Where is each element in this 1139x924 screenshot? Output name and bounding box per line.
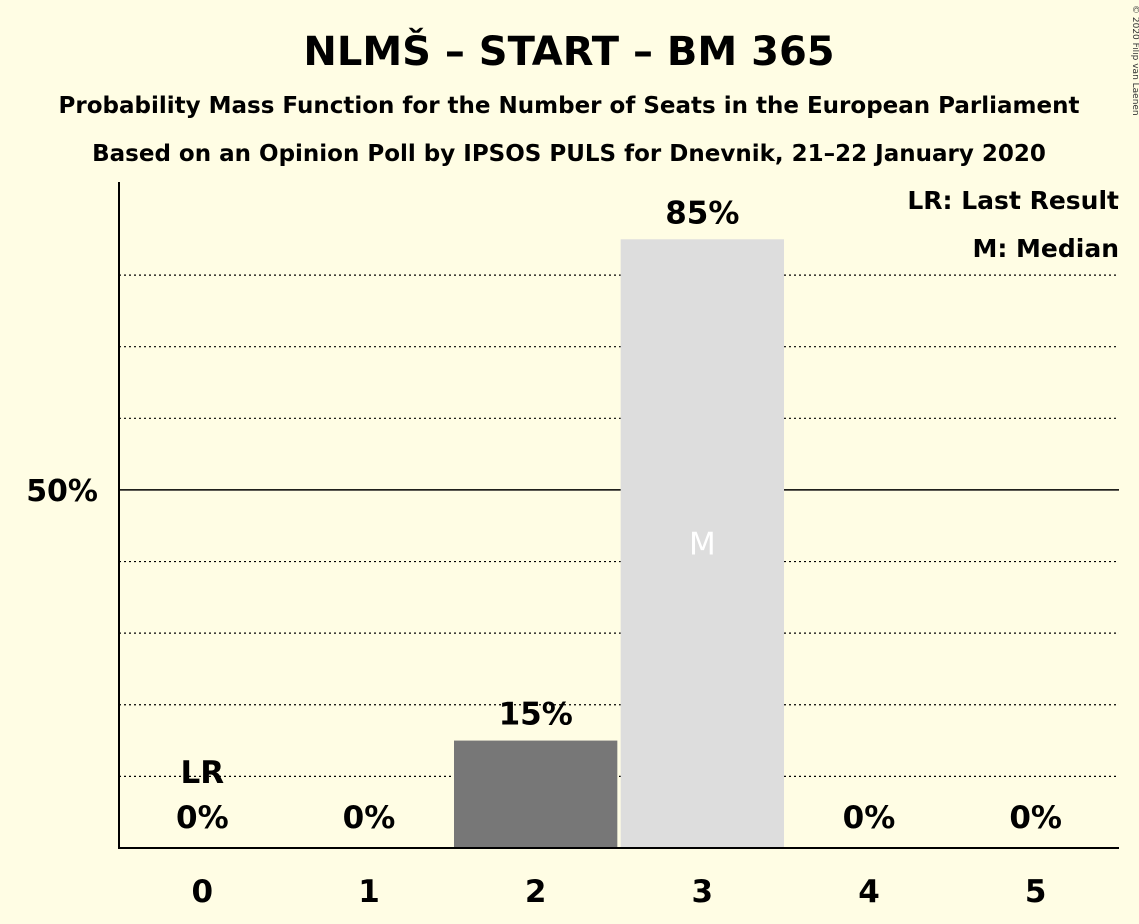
chart-subtitle: Probability Mass Function for the Number… [59,93,1080,119]
legend-median: M: Median [972,234,1119,263]
y-tick-label: 50% [26,474,98,509]
bar-value-label: 0% [1009,800,1062,836]
bars [454,239,784,848]
chart-title: NLMŠ – START – BM 365 [303,27,834,75]
bar-value-label: 0% [343,800,396,836]
x-tick-label: 4 [858,874,880,910]
bar-3 [620,239,784,848]
bar-value-label: 0% [176,800,229,836]
axis-ticks: 0 1 2 3 4 5 50% [26,474,1046,910]
x-tick-label: 2 [525,874,547,910]
bar-value-label: 0% [843,800,896,836]
bar-labels: 0% LR 0% 15% 85% M 0% 0% [176,195,1062,836]
last-result-marker: LR [181,755,225,791]
x-tick-label: 1 [358,874,380,910]
legend-last-result: LR: Last Result [907,186,1119,215]
x-tick-label: 0 [192,874,214,910]
median-marker: M [689,527,716,563]
x-tick-label: 3 [692,874,714,910]
chart-source-line: Based on an Opinion Poll by IPSOS PULS f… [92,141,1046,167]
bar-2 [454,740,618,848]
bar-value-label: 85% [665,195,739,231]
bar-value-label: 15% [499,697,573,733]
gridlines [119,274,1119,777]
copyright-text: © 2020 Filip van Laenen [1130,5,1139,116]
x-tick-label: 5 [1025,874,1047,910]
